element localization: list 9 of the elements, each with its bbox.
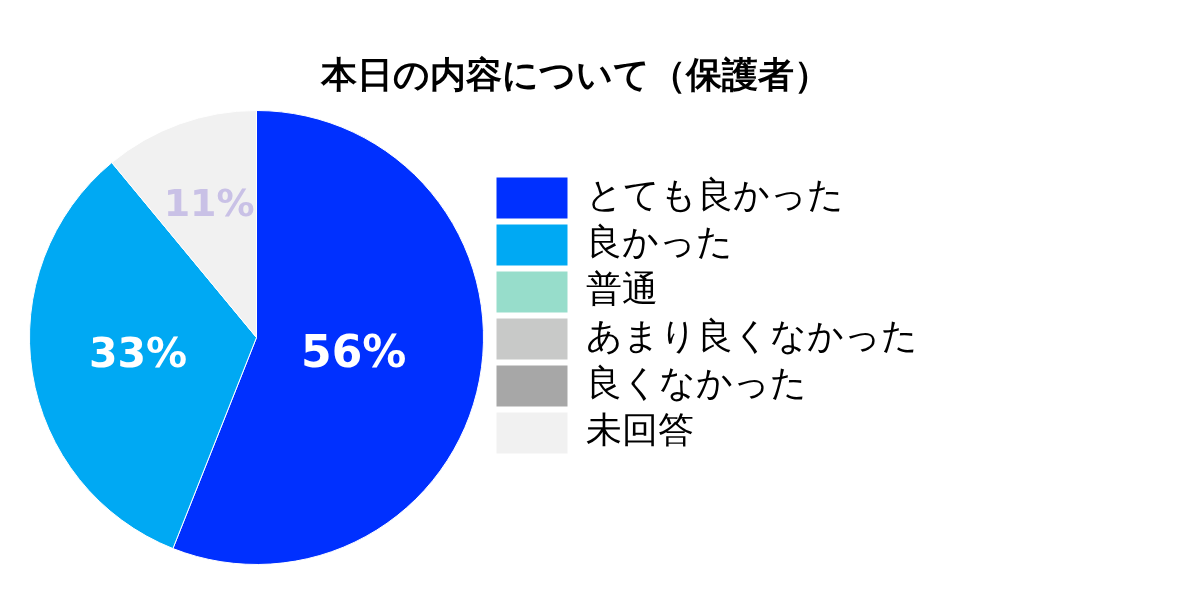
legend-label: 良かった	[586, 221, 733, 263]
legend-label: 普通	[586, 268, 658, 310]
legend-label: 良くなかった	[586, 362, 807, 404]
data-label: 33%	[89, 328, 188, 377]
legend-label: 未回答	[586, 409, 694, 451]
data-label: 56%	[301, 326, 407, 378]
legend-label: あまり良くなかった	[586, 315, 918, 357]
legend-label: とても良かった	[586, 174, 844, 216]
chart-title: 本日の内容について（保護者）	[319, 53, 831, 97]
